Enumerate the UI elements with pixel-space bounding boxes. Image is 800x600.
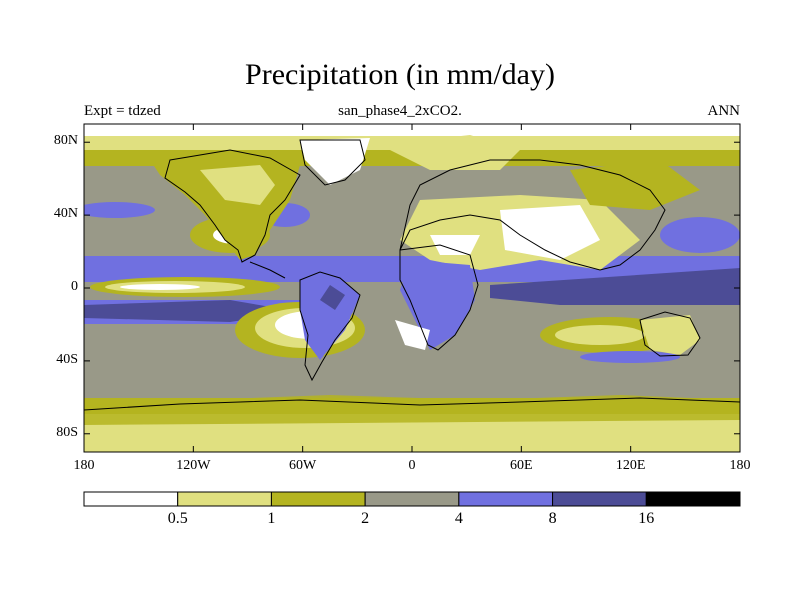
legend-swatch [645, 491, 741, 507]
precip-field [84, 124, 740, 452]
experiment-label: Expt = tdzed [84, 103, 161, 119]
y-tick-label: 80N [53, 133, 78, 149]
season-label: ANN [707, 103, 741, 119]
y-tick-label: 40S [56, 351, 78, 367]
legend-swatch [458, 491, 554, 507]
legend-swatch [552, 491, 647, 507]
x-tick-label: 180 [73, 458, 95, 473]
coastlines [84, 139, 740, 411]
x-tick-label: 120W [176, 458, 211, 473]
map-subtitle: san_phase4_2xCO2. [338, 103, 462, 119]
legend-swatch [83, 491, 179, 507]
legend-swatch [177, 491, 272, 507]
x-tick-label: 180 [729, 458, 751, 473]
map-title: Precipitation (in mm/day) [245, 58, 555, 91]
legend-level-label: 0.5 [167, 510, 188, 527]
legend-level-label: 8 [548, 510, 557, 527]
legend-swatch [270, 491, 366, 507]
y-tick-label: 0 [71, 279, 78, 294]
legend-level-label: 2 [361, 510, 370, 527]
x-tick-label: 60E [510, 458, 533, 473]
y-tick-label: 80S [56, 424, 78, 440]
y-tick-label: 40N [53, 206, 78, 222]
x-tick-label: 120E [615, 458, 646, 473]
legend-level-label: 1 [267, 510, 276, 527]
axis-ticks [83, 124, 741, 452]
legend-level-label: 16 [638, 510, 655, 527]
legend-level-label: 4 [454, 510, 463, 527]
x-tick-label: 0 [408, 458, 416, 473]
x-tick-label: 60W [289, 458, 317, 473]
legend-swatch [364, 491, 460, 507]
